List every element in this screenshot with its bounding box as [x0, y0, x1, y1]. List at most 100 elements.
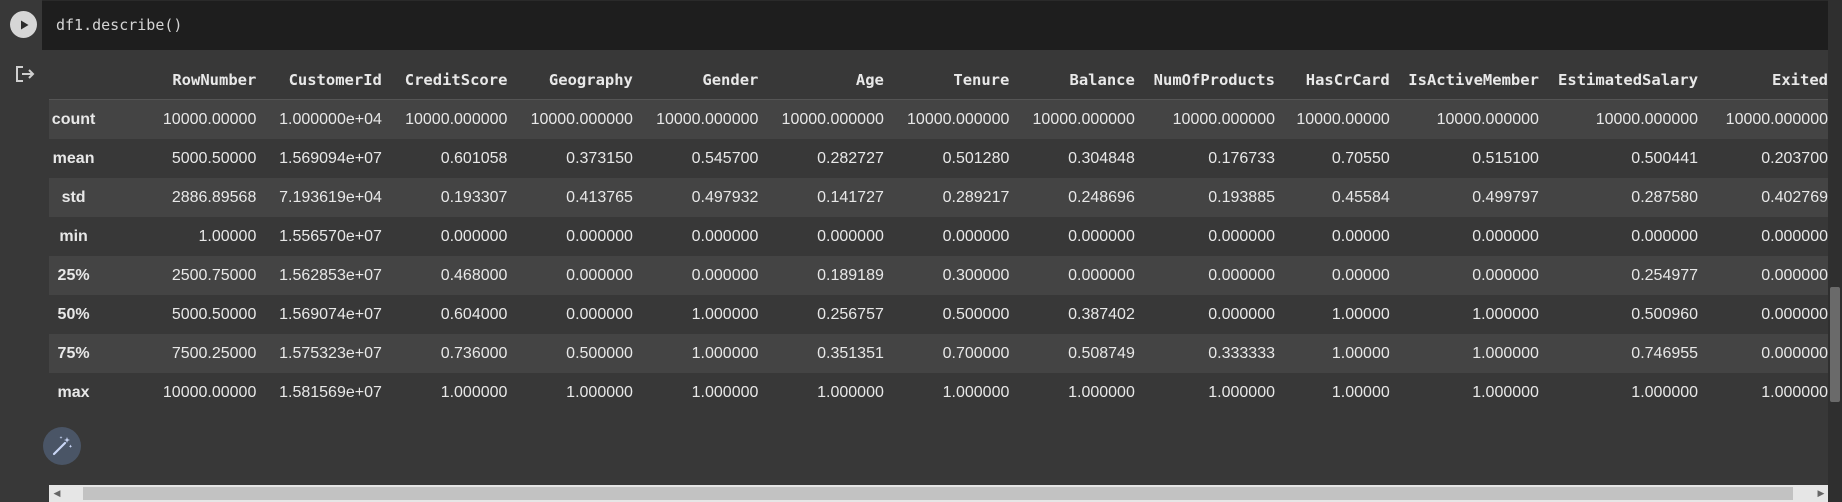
table-cell: 1.000000 [1472, 383, 1539, 401]
column-header: Tenure [883, 58, 1010, 100]
table-cell: 0.468000 [440, 266, 508, 284]
code-text: df1.describe() [56, 16, 183, 34]
table-cell: 0.402769 [1761, 188, 1828, 206]
table-cell: 0.256757 [817, 305, 884, 323]
table-cell: 0.000000 [1761, 266, 1828, 284]
scroll-right-arrow-icon[interactable]: ▶ [1817, 488, 1825, 498]
table-cell: 0.500960 [1631, 305, 1699, 323]
table-cell: 1.000000 [1068, 383, 1135, 401]
table-cell: 0.000000 [691, 227, 759, 245]
table-cell: 10000.000000 [781, 110, 884, 128]
table-row: mean 5000.50000 1.569094e+07 0.601058 0.3731… [49, 139, 1828, 178]
table-cell: 0.000000 [1068, 227, 1135, 245]
vertical-scrollbar[interactable] [1828, 0, 1842, 502]
magic-wand-button[interactable] [43, 427, 81, 465]
play-icon [20, 20, 28, 29]
horizontal-scroll-thumb[interactable] [83, 487, 1793, 500]
table-cell: 0.000000 [1208, 227, 1275, 245]
describe-table: RowNumber CustomerId CreditScore Geography G… [49, 58, 1828, 412]
table-row: count 10000.00000 1.000000e+04 10000.000000… [49, 99, 1828, 139]
run-cell-button[interactable] [10, 11, 37, 38]
horizontal-scrollbar[interactable]: ◀ ▶ [49, 485, 1829, 502]
table-cell: 1.000000 [817, 383, 884, 401]
table-cell: 0.000000 [1472, 227, 1539, 245]
table-cell: 10000.000000 [907, 110, 1010, 128]
column-header: NumOfProducts [1134, 58, 1275, 100]
table-cell: 1.581569e+07 [279, 383, 382, 401]
table-cell: 1.00000 [198, 227, 257, 245]
scroll-left-arrow-icon[interactable]: ◀ [53, 488, 61, 498]
table-cell: 0.000000 [1761, 227, 1828, 245]
table-cell: 1.000000 [1472, 305, 1539, 323]
table-cell: 2500.75000 [171, 266, 257, 284]
table-cell: 0.176733 [1208, 149, 1275, 167]
table-cell: 1.000000 [1472, 344, 1539, 362]
table-row: 75% 7500.25000 1.575323e+07 0.736000 0.50000… [49, 334, 1828, 373]
row-label: mean [52, 149, 95, 167]
table-cell: 10000.000000 [405, 110, 508, 128]
table-cell: 1.00000 [1331, 344, 1390, 362]
row-label: min [59, 227, 88, 245]
code-editor[interactable]: df1.describe() [42, 0, 1828, 50]
table-cell: 5000.50000 [171, 149, 257, 167]
output-area: RowNumber CustomerId CreditScore Geography G… [49, 58, 1828, 414]
table-cell: 0.000000 [566, 227, 633, 245]
row-label: 50% [57, 305, 90, 323]
table-cell: 1.000000 [691, 383, 759, 401]
table-cell: 0.746955 [1631, 344, 1699, 362]
table-cell: 1.000000 [566, 383, 633, 401]
table-cell: 0.193307 [440, 188, 508, 206]
table-cell: 10000.000000 [656, 110, 759, 128]
index-header [49, 58, 99, 100]
table-cell: 0.601058 [440, 149, 508, 167]
row-label: std [61, 188, 86, 206]
table-cell: 10000.00000 [1296, 110, 1390, 128]
table-cell: 0.000000 [566, 305, 633, 323]
table-cell: 0.254977 [1631, 266, 1699, 284]
table-cell: 0.141727 [817, 188, 884, 206]
table-cell: 0.282727 [817, 149, 884, 167]
table-cell: 0.351351 [817, 344, 884, 362]
table-cell: 0.304848 [1068, 149, 1135, 167]
table-cell: 0.248696 [1068, 188, 1135, 206]
table-cell: 10000.000000 [1595, 110, 1699, 128]
table-cell: 1.000000e+04 [279, 110, 382, 128]
table-cell: 0.413765 [566, 188, 633, 206]
table-cell: 10000.00000 [162, 383, 257, 401]
table-cell: 2886.89568 [171, 188, 257, 206]
table-cell: 0.70550 [1331, 149, 1390, 167]
output-redirect-icon[interactable] [14, 64, 36, 84]
table-cell: 7500.25000 [171, 344, 257, 362]
table-cell: 1.000000 [691, 305, 759, 323]
table-row: std 2886.89568 7.193619e+04 0.193307 0.41376… [49, 178, 1828, 217]
table-cell: 0.289217 [942, 188, 1010, 206]
code-cell: df1.describe() [0, 0, 1828, 50]
row-label: max [57, 383, 90, 401]
table-cell: 1.00000 [1331, 305, 1390, 323]
table-cell: 0.387402 [1068, 305, 1135, 323]
table-cell: 0.545700 [691, 149, 759, 167]
table-cell: 1.00000 [1331, 383, 1390, 401]
table-cell: 10000.000000 [1032, 110, 1135, 128]
table-cell: 0.604000 [440, 305, 508, 323]
table-cell: 0.300000 [942, 266, 1010, 284]
row-label: count [51, 110, 96, 128]
table-cell: 10000.000000 [1436, 110, 1539, 128]
table-row: 25% 2500.75000 1.562853e+07 0.468000 0.00000… [49, 256, 1828, 295]
column-header: Geography [507, 58, 633, 100]
table-cell: 1.575323e+07 [279, 344, 382, 362]
table-cell: 0.000000 [1761, 344, 1828, 362]
table-cell: 1.000000 [691, 344, 759, 362]
table-cell: 0.000000 [817, 227, 884, 245]
table-cell: 0.000000 [1631, 227, 1699, 245]
table-cell: 0.000000 [1208, 266, 1275, 284]
table-cell: 1.000000 [1761, 383, 1828, 401]
column-header: HasCrCard [1274, 58, 1390, 100]
table-row: 50% 5000.50000 1.569074e+07 0.604000 0.00000… [49, 295, 1828, 334]
vertical-scroll-thumb[interactable] [1830, 287, 1840, 402]
table-cell: 0.499797 [1472, 188, 1539, 206]
table-cell: 1.000000 [440, 383, 508, 401]
table-cell: 1.569094e+07 [279, 149, 382, 167]
table-cell: 0.736000 [440, 344, 508, 362]
column-header: CustomerId [256, 58, 382, 100]
